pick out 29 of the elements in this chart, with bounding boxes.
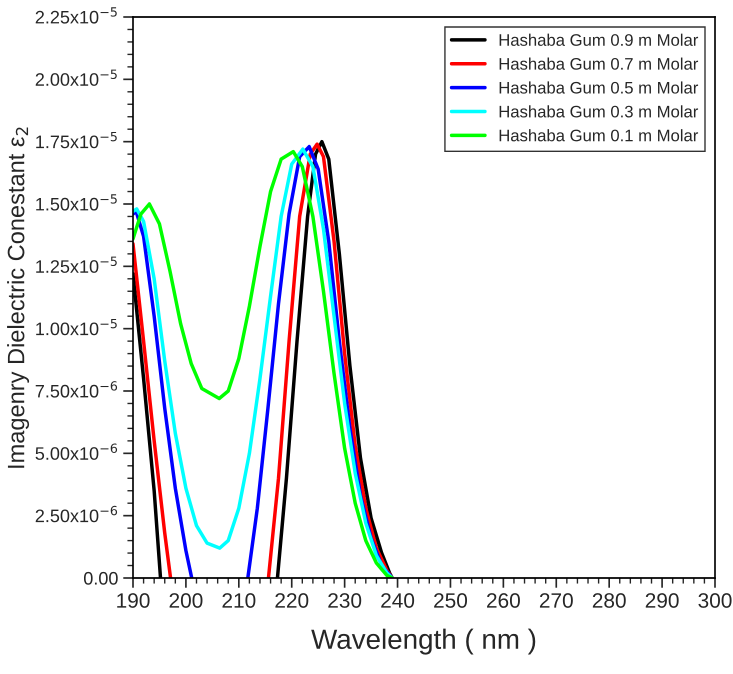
x-tick-label: 250 [434,593,468,608]
y-tick-label: 2.00x10$^{−5}$ [36,70,117,86]
y-tick-label: 1.25x10$^{−5}$ [36,256,117,273]
y-tick-label: 5.00x10$^{−6}$ [36,443,118,460]
x-tick-label: 260 [487,593,520,608]
x-tick-label: 210 [222,593,256,608]
y-tick-label: 1.75x10$^{−5}$ [36,132,117,148]
legend-label: Hashaba Gum 0.7 m Molar [500,58,698,70]
y-tick-label: 7.50x10$^{−6}$ [36,381,118,398]
y-tick-label: 2.50x10$^{−6}$ [36,506,118,522]
y-tick-label: 0.00 [84,572,118,585]
legend-label: Hashaba Gum 0.3 m Molar [500,105,698,118]
x-tick-label: 270 [540,593,573,608]
x-tick-label: 240 [381,593,414,608]
x-tick-label: 230 [328,593,362,608]
legend-label: Hashaba Gum 0.5 m Molar [500,81,698,94]
y-tick-label: 2.25x10$^{−5}$ [36,7,117,24]
y-tick-label: 1.50x10$^{−5}$ [36,194,117,211]
x-axis-title: Wavelength ( nm ) [311,628,536,655]
legend-label: Hashaba Gum 0.1 m Molar [500,129,698,142]
y-tick-label: 1.00x10$^{−5}$ [36,318,117,336]
x-tick-label: 300 [698,593,732,608]
x-tick-label: 190 [117,593,150,608]
legend-label: Hashaba Gum 0.9 m Molar [500,34,698,46]
x-tick-label: 220 [275,593,308,608]
x-tick-label: 290 [646,593,679,608]
y-axis-title: Imagenry Dielectric Conestant ε$_{2}$ [7,128,30,468]
x-tick-label: 200 [170,593,202,608]
x-tick-label: 280 [592,593,626,608]
